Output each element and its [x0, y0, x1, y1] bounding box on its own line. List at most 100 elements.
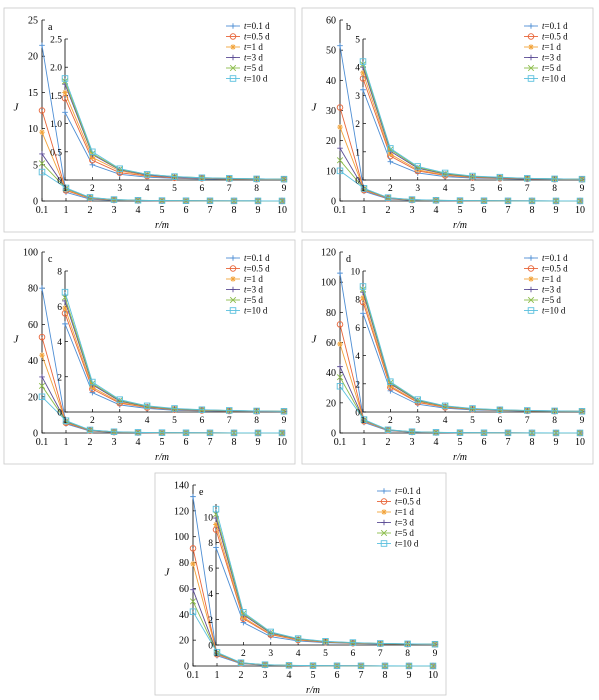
data-point — [408, 196, 416, 203]
y-tick-label: 100 — [321, 278, 336, 289]
inset-x-tick-label: 6 — [200, 184, 205, 194]
y-tick-label: 60 — [179, 584, 189, 595]
inset-x-tick-label: 3 — [117, 416, 122, 426]
inset-x-tick-label: 9 — [580, 416, 585, 426]
y-tick-label: 10 — [326, 166, 336, 177]
legend: t=0.1 dt=0.5 dt=1 dt=3 dt=5 dt=10 d — [377, 486, 421, 549]
legend-marker — [229, 265, 237, 272]
inset-x-tick-label: 8 — [405, 649, 410, 659]
inset-x-tick-label: 7 — [227, 184, 232, 194]
data-point — [337, 42, 343, 49]
legend-marker — [528, 255, 534, 261]
x-axis-label: r/m — [155, 452, 169, 463]
x-tick-label: 2 — [386, 205, 391, 216]
panel-label: b — [346, 22, 351, 33]
y-tick-label: 100 — [174, 532, 189, 543]
inset-y-tick-label: 10 — [204, 513, 214, 523]
inset-data-point — [469, 405, 476, 412]
y-tick-label: 5 — [33, 160, 38, 171]
data-point — [336, 321, 344, 328]
inset-data-point — [431, 640, 439, 648]
inset-plot: 0 2 4 6 8 1 2 3 4 5 6 7 8 9 — [57, 268, 288, 426]
legend-entry: t=0.1 d — [542, 253, 568, 263]
data-point — [360, 416, 368, 423]
inset-data-point — [414, 396, 421, 403]
inset-x-tick-label: 6 — [498, 416, 503, 426]
legend-marker — [527, 75, 535, 82]
data-point — [110, 428, 118, 435]
legend-entry: t=5 d — [395, 528, 414, 538]
data-point — [337, 124, 343, 130]
data-point — [39, 129, 45, 136]
legend-entry: t=1 d — [244, 274, 263, 284]
x-tick-label: 1 — [215, 670, 220, 681]
inset-x-tick-label: 3 — [268, 649, 273, 659]
series-line — [41, 171, 283, 202]
inset-x-tick-label: 5 — [470, 416, 475, 426]
inset-y-tick-label: 8 — [355, 296, 360, 306]
inset-y-tick-label: 0 — [57, 409, 62, 419]
panel-frame — [3, 7, 296, 233]
inset-data-point — [578, 176, 586, 183]
inset-x-tick-label: 5 — [323, 649, 328, 659]
inset-y-tick-label: 2 — [355, 380, 360, 390]
legend-entry: t=0.1 d — [542, 21, 568, 31]
legend-entry: t=0.1 d — [244, 253, 270, 263]
inset-y-tick-label: 2.5 — [50, 36, 62, 46]
inset-data-point — [253, 407, 260, 415]
x-axis-label: r/m — [453, 220, 467, 231]
panel-label: a — [48, 22, 53, 33]
inset-x-tick-label: 6 — [200, 416, 205, 426]
x-tick-label: 8 — [232, 437, 237, 448]
data-point — [336, 382, 344, 390]
inset-data-point — [414, 163, 421, 170]
inset-data-point — [523, 407, 531, 414]
legend-entry: t=10 d — [244, 306, 268, 316]
x-tick-label: 10 — [277, 437, 287, 448]
data-point — [336, 104, 344, 111]
x-tick-label: 9 — [256, 205, 261, 216]
legend-entry: t=3 d — [542, 285, 561, 295]
inset-data-point — [213, 521, 219, 528]
x-tick-label: 8 — [383, 670, 388, 681]
legend-entry: t=0.5 d — [542, 264, 568, 274]
data-point — [337, 363, 343, 370]
inset-y-tick-label: 8 — [208, 539, 213, 549]
panel-d: 0 20 40 60 80 100 120 0.1 1 2 3 4 5 6 7 8 9 10 r/m Jd 0 2 4 6 8 1… — [301, 239, 594, 465]
inset-data-point — [551, 175, 558, 183]
legend-marker — [527, 296, 535, 304]
inset-y-tick-label: 0 — [355, 177, 360, 187]
y-tick-label: 20 — [28, 52, 38, 63]
data-point — [189, 608, 197, 615]
inset-y-tick-label: 2 — [355, 120, 360, 130]
data-point — [333, 662, 341, 670]
x-tick-label: 0.1 — [334, 205, 347, 216]
panel-label: d — [346, 254, 351, 265]
y-axis-label: J — [14, 102, 20, 114]
legend-entry: t=0.1 d — [395, 486, 421, 496]
y-tick-label: 40 — [326, 368, 336, 379]
inset-x-tick-label: 6 — [498, 184, 503, 194]
legend-marker — [380, 540, 388, 547]
inset-data-point — [360, 86, 366, 93]
legend-marker — [527, 33, 535, 40]
data-point — [206, 197, 214, 205]
inset-data-point — [225, 407, 233, 414]
data-point — [39, 151, 45, 157]
legend-marker — [528, 23, 534, 29]
x-tick-label: 10 — [575, 437, 585, 448]
y-tick-label: 20 — [179, 636, 189, 647]
legend-entry: t=0.1 d — [244, 21, 270, 31]
x-axis-label: r/m — [155, 220, 169, 231]
inset-x-tick-label: 5 — [470, 184, 475, 194]
data-point — [182, 429, 190, 437]
x-tick-label: 5 — [311, 670, 316, 681]
legend-marker — [229, 296, 237, 304]
series-line — [41, 396, 283, 434]
inset-data-point — [387, 378, 394, 385]
data-point — [456, 429, 464, 436]
legend-entry: t=10 d — [542, 74, 566, 84]
inset-data-point — [578, 175, 586, 183]
inset-y-tick-label: 6 — [355, 324, 360, 334]
